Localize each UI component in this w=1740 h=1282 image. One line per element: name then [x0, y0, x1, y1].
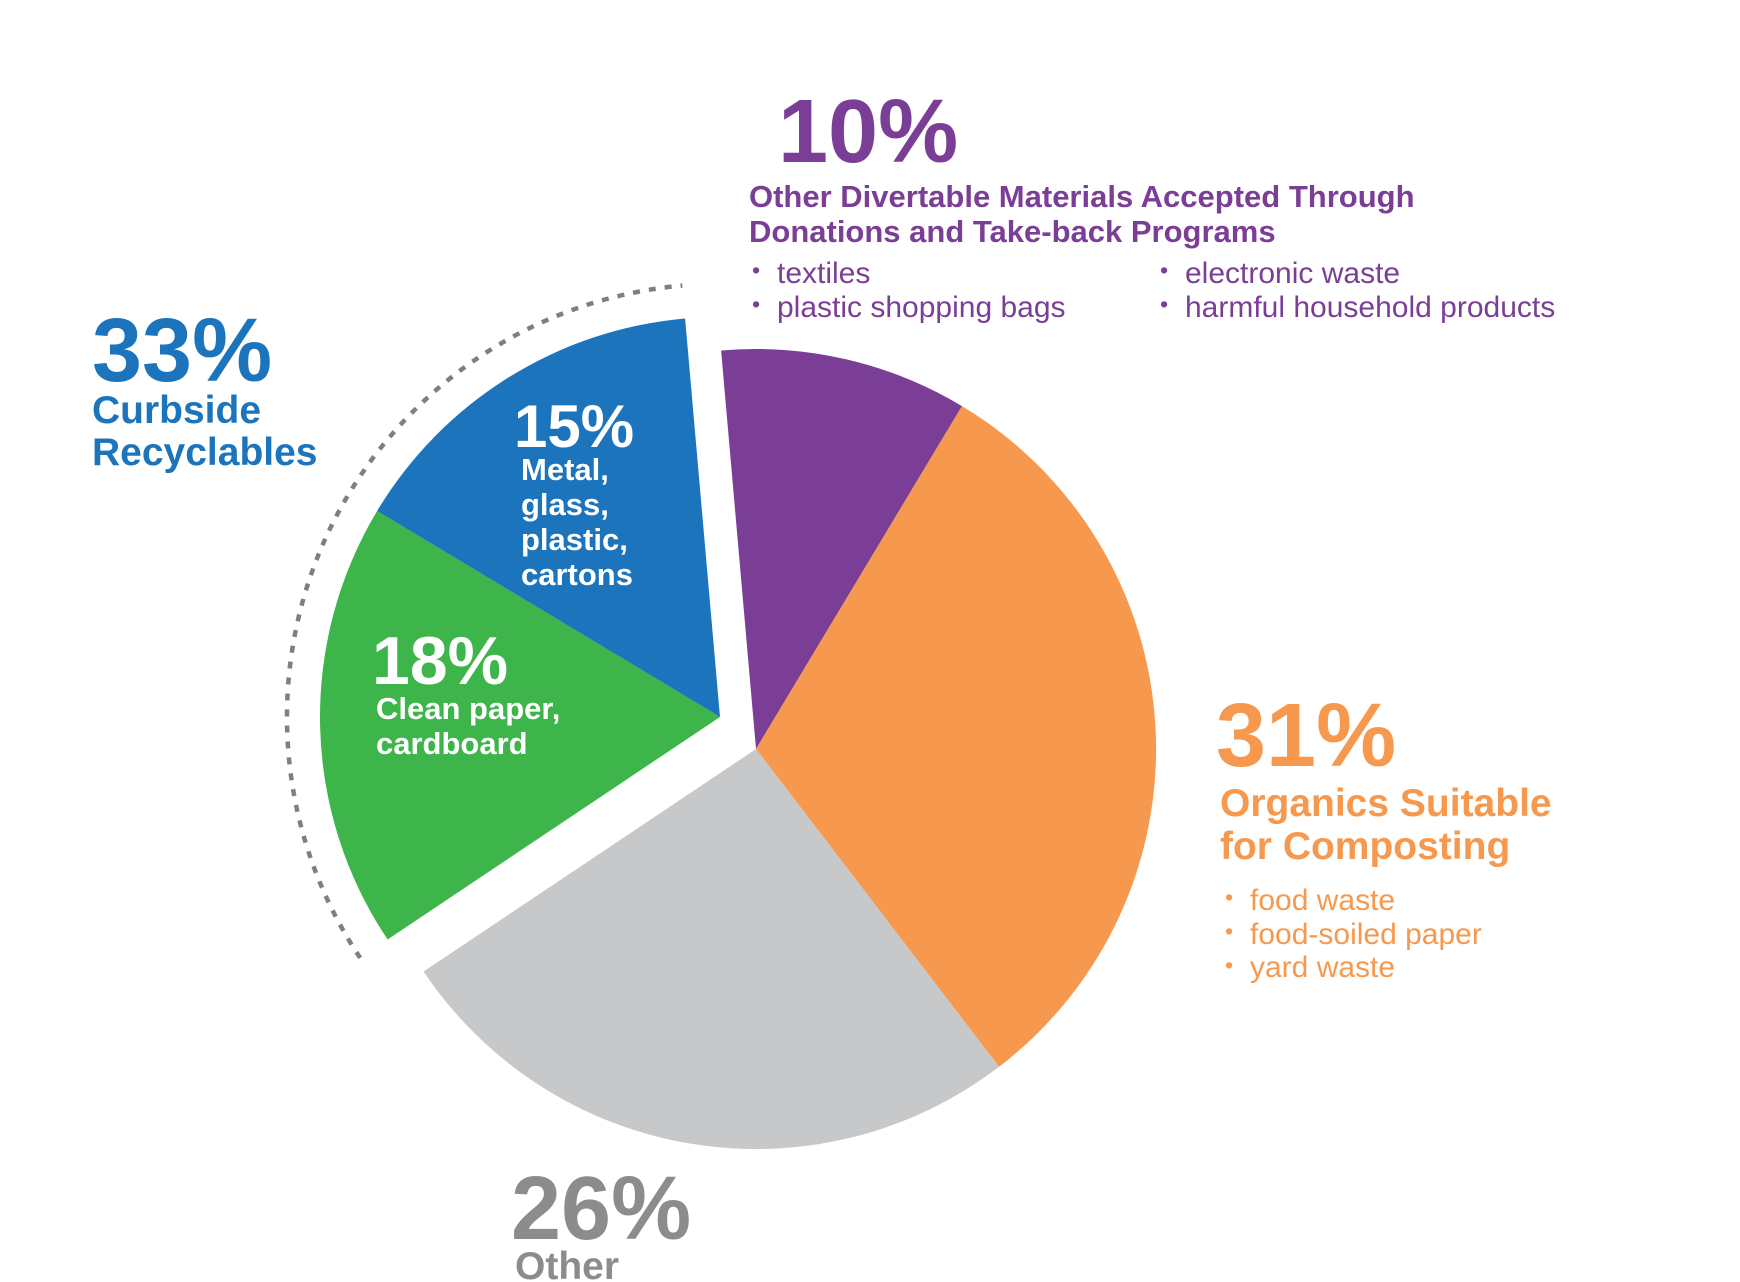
curbside-group-dashed-outline: [284, 283, 683, 960]
bullet-item: harmful household products: [1157, 291, 1555, 325]
bullet-item: food-soiled paper: [1222, 918, 1482, 952]
bullet-item: plastic shopping bags: [749, 291, 1066, 325]
other-percent: 26%: [511, 1159, 692, 1259]
metal-slice-percent: 15%: [514, 393, 635, 460]
divertable-bullets-col1: textilesplastic shopping bags: [749, 257, 1066, 324]
slice-clean-paper: [319, 511, 720, 940]
slice-organics: [756, 406, 1157, 1067]
slice-other: [423, 749, 1000, 1150]
bullet-item: food waste: [1222, 884, 1482, 918]
organics-percent: 31%: [1216, 686, 1397, 786]
divertable-heading: Other Divertable Materials Accepted Thro…: [749, 179, 1415, 250]
divertable-bullets-col2: electronic wasteharmful household produc…: [1157, 257, 1555, 324]
paper-slice-label: Clean paper, cardboard: [376, 691, 561, 762]
curbside-label: Curbside Recyclables: [92, 389, 318, 475]
organics-bullets: food wastefood-soiled paperyard waste: [1222, 884, 1482, 985]
slice-metal-glass: [377, 318, 720, 717]
bullet-item: yard waste: [1222, 951, 1482, 985]
slice-divertable: [721, 348, 962, 749]
bullet-item: textiles: [749, 257, 1066, 291]
divertable-percent: 10%: [778, 82, 959, 182]
other-label: Other: [515, 1245, 620, 1282]
curbside-percent: 33%: [92, 301, 273, 401]
organics-heading: Organics Suitable for Composting: [1220, 782, 1552, 868]
metal-slice-label: Metal, glass, plastic, cartons: [521, 452, 633, 593]
bullet-item: electronic waste: [1157, 257, 1555, 291]
paper-slice-percent: 18%: [372, 623, 509, 699]
